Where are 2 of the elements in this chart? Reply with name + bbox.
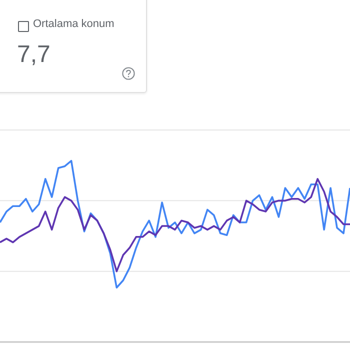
text: Ortalama konum bbox=[33, 18, 114, 30]
text: 7,7 bbox=[17, 41, 50, 69]
